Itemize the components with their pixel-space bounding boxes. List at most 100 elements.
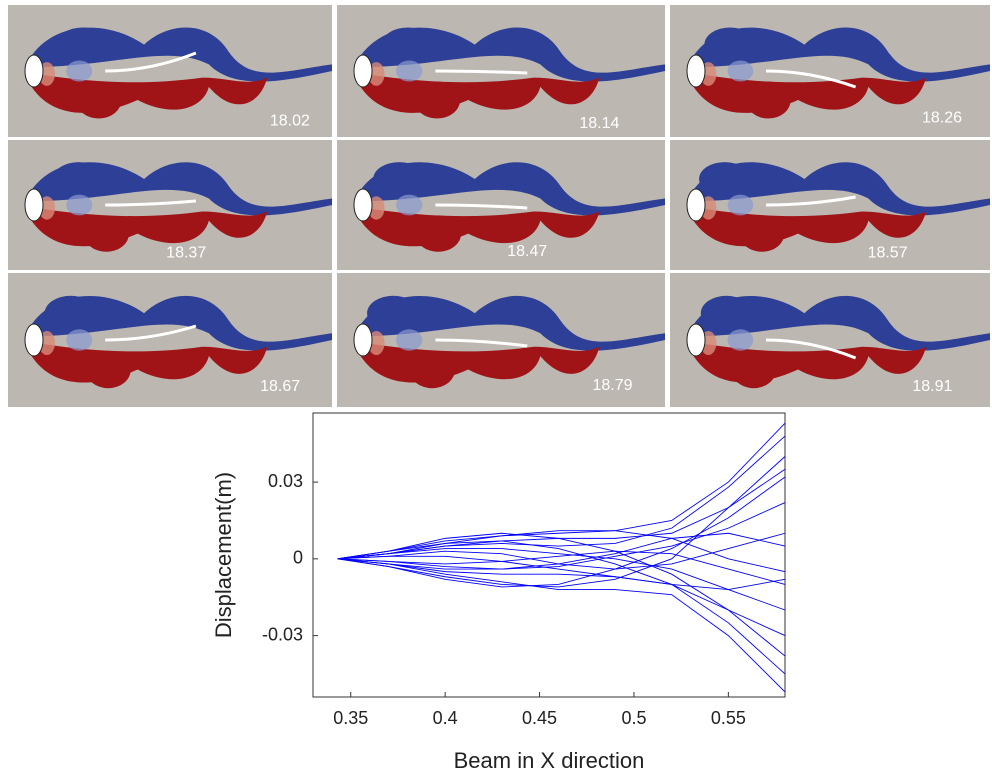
cylinder <box>24 54 44 88</box>
vortex-blue <box>52 162 105 196</box>
vortex-red <box>85 350 131 389</box>
beam <box>435 338 528 348</box>
time-label: 18.91 <box>912 378 952 395</box>
displacement-line <box>337 468 786 560</box>
x-tick-label: 0.45 <box>522 708 557 728</box>
vortex-blue <box>704 27 756 62</box>
flow-snapshot: 18.02 <box>8 5 332 137</box>
displacement-line <box>337 502 786 570</box>
vortex-red <box>739 215 785 252</box>
beam <box>435 69 528 75</box>
displacement-line <box>337 558 786 693</box>
cylinder <box>353 323 373 357</box>
cylinder <box>24 188 44 222</box>
vortex-red <box>415 215 462 252</box>
beam <box>105 199 197 207</box>
cylinder <box>24 323 44 357</box>
beam <box>105 51 197 73</box>
panel-background <box>670 140 990 270</box>
vortex-blue <box>355 162 665 216</box>
vortex-blue <box>26 295 332 351</box>
wake-eddy <box>727 194 754 216</box>
cylinder <box>353 54 373 88</box>
flow-snapshot: 18.79 <box>337 273 665 407</box>
flow-snapshot: 18.47 <box>337 140 665 270</box>
vortex-blue <box>44 295 97 331</box>
panel-background <box>8 140 332 270</box>
flow-snapshot: 18.91 <box>670 273 990 407</box>
displacement-line <box>337 422 786 560</box>
cylinder <box>353 188 373 222</box>
beam <box>765 338 857 360</box>
time-label: 18.67 <box>260 378 300 395</box>
y-tick-label: 0 <box>293 548 303 568</box>
vortex-blue <box>688 27 990 82</box>
vortex-red <box>745 81 791 119</box>
x-tick-label: 0.55 <box>711 708 746 728</box>
vortex-red <box>76 81 122 119</box>
wake-eddy <box>66 194 93 216</box>
cylinder <box>686 323 706 357</box>
wake-eddy <box>396 60 423 82</box>
vortex-blue <box>56 27 109 62</box>
panel-background <box>8 5 332 137</box>
x-axis-label: Beam in X direction <box>454 748 645 773</box>
vortex-red <box>731 350 777 389</box>
time-label: 18.14 <box>579 115 619 132</box>
beam <box>435 203 528 210</box>
panel-background <box>337 140 665 270</box>
wake-eddy <box>66 329 93 351</box>
displacement-line <box>337 530 786 573</box>
flow-snapshot: 18.37 <box>8 140 332 270</box>
flow-snapshot: 18.57 <box>670 140 990 270</box>
vortex-red <box>409 350 456 389</box>
displacement-line <box>337 555 786 590</box>
flow-snapshot: 18.67 <box>8 273 332 407</box>
y-axis-label: Displacement(m) <box>211 472 236 638</box>
x-tick-label: 0.35 <box>333 708 368 728</box>
displacement-line <box>337 476 786 588</box>
time-label: 18.57 <box>868 244 908 261</box>
beam <box>765 195 856 207</box>
flow-snapshot: 18.14 <box>337 5 665 137</box>
time-label: 18.02 <box>270 112 310 129</box>
x-tick-label: 0.5 <box>621 708 646 728</box>
flow-snapshot: 18.26 <box>670 5 990 137</box>
vortex-blue <box>700 295 753 331</box>
panel-background <box>670 5 990 137</box>
vortex-red <box>414 81 461 119</box>
panel-background <box>670 273 990 407</box>
vortex-blue <box>688 295 990 351</box>
time-label: 18.79 <box>592 377 632 394</box>
wake-eddy <box>396 194 423 216</box>
displacement-line <box>337 456 786 588</box>
cylinder <box>686 188 706 222</box>
vortex-red <box>83 215 130 252</box>
vortex-blue <box>367 295 420 331</box>
vortex-blue <box>373 162 426 196</box>
displacement-line <box>337 548 786 611</box>
wake-eddy <box>727 329 754 351</box>
beam <box>105 324 197 342</box>
time-label: 18.37 <box>166 244 206 261</box>
y-tick-label: -0.03 <box>262 624 303 644</box>
beam <box>765 69 857 89</box>
vortex-blue <box>355 295 665 351</box>
time-label: 18.47 <box>507 243 547 260</box>
vortex-blue <box>699 162 751 196</box>
panel-background <box>8 273 332 407</box>
wake-eddy <box>396 329 423 351</box>
y-tick-label: 0.03 <box>268 471 303 491</box>
displacement-line <box>337 435 786 560</box>
time-label: 18.26 <box>922 110 962 127</box>
panel-background <box>337 273 665 407</box>
displacement-line <box>337 550 786 585</box>
displacement-line <box>337 558 786 637</box>
wake-eddy <box>66 60 93 82</box>
cylinder <box>686 54 706 88</box>
vortex-blue <box>688 162 990 216</box>
plot-frame <box>312 412 786 698</box>
displacement-line <box>337 540 786 675</box>
vortex-blue <box>381 27 435 62</box>
